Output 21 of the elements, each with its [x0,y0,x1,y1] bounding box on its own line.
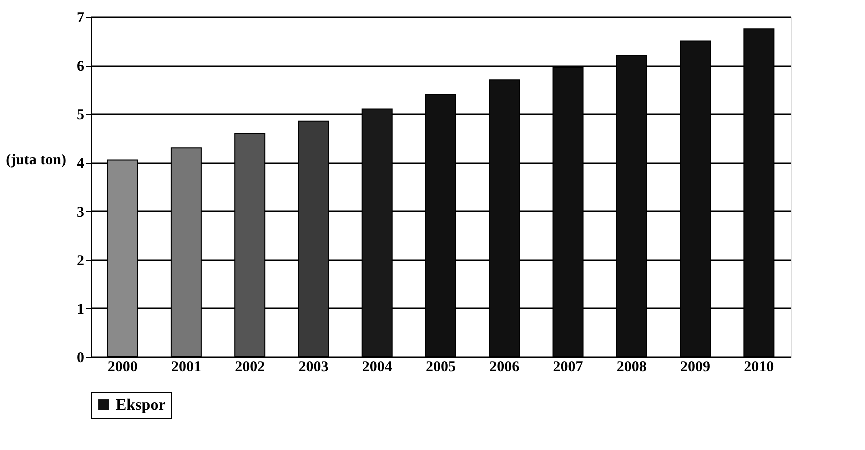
x-tick-label: 2009 [680,360,711,376]
y-axis-title: (juta ton) [6,152,66,168]
y-tick-label: 0 [77,350,84,366]
y-tick-label: 4 [77,156,85,172]
y-tick-label: 2 [77,253,84,270]
y-tick-label: 7 [77,10,85,26]
x-tick-label: 2005 [426,360,456,376]
x-tick-label: 2001 [171,360,202,376]
x-tick-label: 2004 [362,360,393,376]
x-tick-label: 2010 [744,360,774,376]
x-tick-label: 2000 [108,360,138,376]
y-tick-label: 5 [77,108,84,124]
x-tick-label: 2006 [490,360,520,376]
y-tick-label: 1 [77,302,84,318]
y-tick-label: 6 [77,59,85,76]
x-tick-label: 2002 [235,360,266,376]
x-tick-label: 2008 [616,360,647,376]
y-tick-label: 3 [77,204,84,221]
x-tick-label: 2003 [298,360,329,376]
legend-label: Ekspor [116,397,166,414]
x-tick-label: 2007 [553,360,584,376]
